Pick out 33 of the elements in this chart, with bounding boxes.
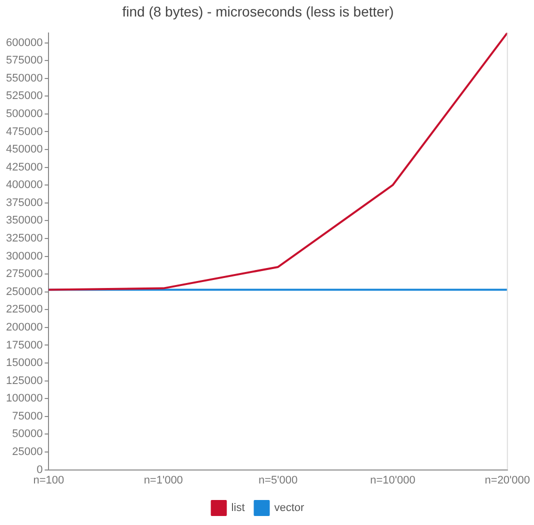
- y-tick-label: 475000: [6, 126, 43, 138]
- y-tick-label: 200000: [6, 321, 43, 334]
- y-tick-label: 175000: [6, 339, 43, 352]
- legend-label: vector: [274, 502, 305, 514]
- x-tick-label: n=100: [33, 474, 64, 486]
- y-tick-label: 525000: [6, 90, 43, 102]
- y-tick-label: 25000: [12, 446, 43, 458]
- x-tick-label: n=1'000: [144, 474, 183, 486]
- y-tick-label: 0: [36, 464, 43, 476]
- y-tick-label: 75000: [12, 410, 43, 422]
- y-tick-label: 150000: [6, 357, 43, 370]
- y-tick-label: 325000: [6, 232, 43, 245]
- legend-label: list: [231, 502, 245, 514]
- y-tick-label: 575000: [6, 54, 43, 67]
- y-tick-label: 50000: [12, 428, 43, 440]
- y-tick-label: 225000: [6, 304, 43, 316]
- y-tick-label: 425000: [6, 161, 43, 174]
- y-tick-label: 100000: [6, 392, 43, 405]
- x-tick-label: n=5'000: [258, 474, 298, 486]
- y-tick-label: 400000: [6, 179, 43, 192]
- y-tick-label: 500000: [6, 108, 43, 120]
- y-tick-label: 375000: [6, 196, 43, 209]
- y-tick-label: 300000: [6, 250, 43, 262]
- x-tick-label: n=20'000: [484, 474, 530, 486]
- y-tick-label: 125000: [6, 374, 43, 387]
- y-tick-label: 450000: [6, 144, 43, 156]
- y-tick-label: 350000: [6, 214, 43, 227]
- y-tick-label: 275000: [6, 268, 43, 280]
- y-tick-label: 600000: [6, 36, 43, 49]
- y-tick-label: 550000: [6, 72, 43, 84]
- chart-title: find (8 bytes) - microseconds (less is better): [122, 3, 394, 20]
- y-tick-label: 250000: [6, 286, 43, 298]
- x-tick-label: n=10'000: [370, 474, 416, 486]
